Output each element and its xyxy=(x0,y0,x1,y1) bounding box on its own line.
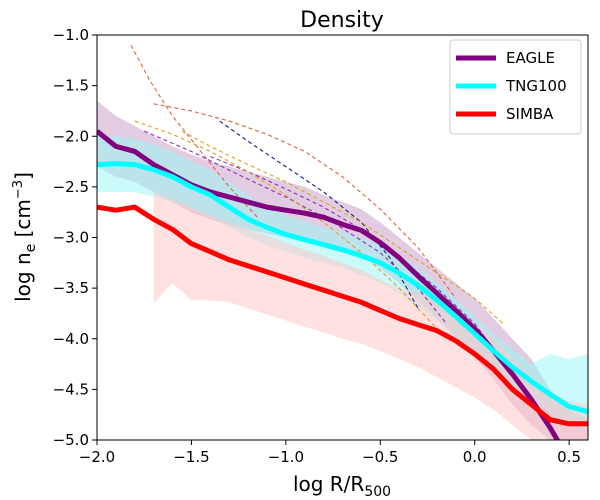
legend: EAGLE TNG100 SIMBA xyxy=(449,39,582,135)
x-axis-label-main: log R/R xyxy=(293,472,364,496)
legend-label-simba: SIMBA xyxy=(506,105,554,123)
x-tick-label: 0.0 xyxy=(463,448,487,466)
series-lines xyxy=(97,129,588,440)
x-tick-label: −1.5 xyxy=(173,448,209,466)
legend-frame xyxy=(449,39,582,135)
x-tick-label: −2.0 xyxy=(79,448,115,466)
x-tick-label: −1.0 xyxy=(268,448,304,466)
y-axis-label-main: log n xyxy=(11,252,35,302)
y-tick-label: −1.5 xyxy=(53,77,89,95)
chart-title: Density xyxy=(300,8,384,33)
line-simba xyxy=(97,204,588,427)
y-tick-label: −1.0 xyxy=(53,26,89,44)
line-tng100 xyxy=(97,161,588,415)
observation-line xyxy=(219,120,419,309)
x-axis-ticks: −2.0 −1.5 −1.0 −0.5 0.0 0.5 xyxy=(79,440,581,466)
y-tick-label: −3.0 xyxy=(53,229,89,247)
y-axis-label-unit-sup: −3 xyxy=(11,180,26,199)
legend-label-eagle: EAGLE xyxy=(506,49,555,67)
band-tng100 xyxy=(97,134,588,430)
y-tick-label: −3.5 xyxy=(53,279,89,297)
y-axis-label-unit-close: ] xyxy=(11,172,35,180)
x-tick-label: 0.5 xyxy=(557,448,581,466)
y-tick-label: −2.5 xyxy=(53,178,89,196)
x-tick-label: −0.5 xyxy=(362,448,398,466)
y-tick-label: −2.0 xyxy=(53,127,89,145)
y-axis-label: log ne [cm−3] xyxy=(11,172,39,302)
x-axis-label-sub: 500 xyxy=(364,484,391,500)
y-tick-label: −4.5 xyxy=(53,380,89,398)
legend-label-tng100: TNG100 xyxy=(505,77,567,95)
y-tick-label: −5.0 xyxy=(53,431,89,449)
y-axis-label-sub: e xyxy=(23,244,39,253)
observation-line xyxy=(153,103,457,299)
y-axis-ticks: −1.0 −1.5 −2.0 −2.5 −3.0 −3.5 −4.0 −4.5 −5.0 xyxy=(53,26,97,449)
band-simba xyxy=(153,191,588,440)
y-tick-label: −4.0 xyxy=(53,330,89,348)
error-bands xyxy=(97,100,588,440)
y-axis-label-unit: [cm xyxy=(11,199,35,244)
x-axis-label: log R/R500 xyxy=(293,472,391,500)
observation-line xyxy=(134,120,438,330)
